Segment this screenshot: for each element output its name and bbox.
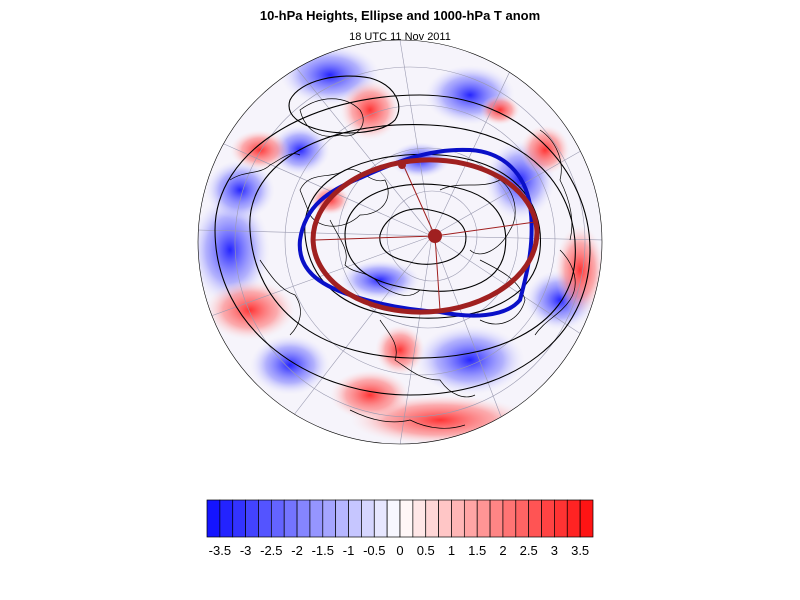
colorbar-tick-label: 3.5	[571, 543, 589, 558]
height-contours	[214, 75, 591, 396]
colorbar-swatch	[348, 499, 362, 538]
colorbar-swatch	[361, 499, 375, 538]
colorbar-swatch	[373, 499, 388, 538]
colorbar-swatch	[554, 499, 568, 538]
colorbar-swatch	[579, 499, 594, 538]
colorbar-tick-label: -3	[240, 543, 252, 558]
colorbar-swatch	[412, 499, 427, 538]
colorbar-tick-label: -3.5	[209, 543, 231, 558]
colorbar-swatch	[528, 499, 542, 538]
colorbar-swatch	[309, 499, 324, 538]
colorbar-tick-label: -1	[343, 543, 355, 558]
vortex-ellipse	[310, 157, 540, 315]
colorbar-swatch	[425, 499, 439, 538]
colorbar-swatch	[451, 499, 465, 538]
colorbar-tick-label: 0	[396, 543, 403, 558]
colorbar-swatch	[232, 499, 246, 538]
colorbar-swatch	[245, 499, 259, 538]
colorbar-swatch	[270, 499, 285, 538]
colorbar-tick-label: -2	[291, 543, 303, 558]
colorbar-tick-label: 3	[551, 543, 558, 558]
map-subtitle: 18 UTC 11 Nov 2011	[349, 31, 451, 43]
colorbar-swatch	[283, 499, 298, 538]
globe-outline	[197, 39, 603, 445]
colorbar-swatch	[476, 499, 491, 538]
colorbar-swatch	[438, 499, 452, 538]
colorbar-swatch	[566, 499, 581, 538]
colorbar-swatch	[502, 499, 517, 538]
colorbar-swatch	[296, 499, 311, 538]
colorbar-labels: -3.5 -3 -2.5 -2 -1.5 -1 -0.5 0 0.5 1 1.5 2 2.5 3 3.5	[209, 543, 590, 558]
colorbar-swatch	[386, 499, 401, 538]
colorbar-swatch	[258, 499, 272, 538]
colorbar-tick-label: -2.5	[260, 543, 282, 558]
lat-lon-grid	[198, 40, 602, 444]
colorbar-tick-label: 1	[448, 543, 455, 558]
colorbar-tick-label: 2	[499, 543, 506, 558]
ellipse-centroid	[428, 229, 442, 243]
colorbar-swatch	[322, 499, 337, 538]
colorbar-swatch	[515, 499, 530, 538]
colorbar-tick-label: 1.5	[468, 543, 486, 558]
colorbar-swatch	[489, 499, 504, 538]
colorbar-swatch	[206, 499, 221, 538]
colorbar-swatch	[541, 499, 555, 538]
colorbar-swatch	[399, 499, 414, 538]
map-title: 10-hPa Heights, Ellipse and 1000-hPa T a…	[259, 8, 541, 23]
colorbar-swatch	[463, 499, 478, 538]
colorbar-swatch	[219, 499, 234, 538]
colorbar-tick-label: 0.5	[417, 543, 435, 558]
colorbar-swatches	[206, 499, 594, 538]
colorbar-tick-label: -1.5	[312, 543, 334, 558]
colorbar-tick-label: 2.5	[520, 543, 538, 558]
ellipse-marker	[398, 161, 406, 169]
colorbar-tick-label: -0.5	[363, 543, 385, 558]
colorbar-swatch	[335, 499, 349, 538]
